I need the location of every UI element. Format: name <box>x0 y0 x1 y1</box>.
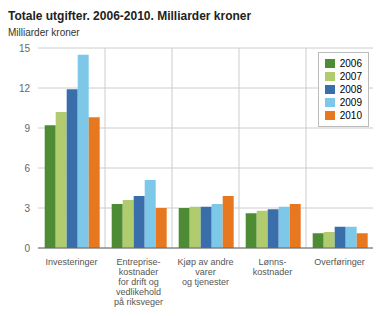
html-text:Totale utgifter. 2006-2010. Mi: Totale utgifter. 2006-2010. Milliarder k… <box>8 9 252 23</box>
svg-text:Kjøp av andrevarerog tjenester: Kjøp av andrevarerog tjenester <box>177 257 233 287</box>
svg-text:0: 0 <box>24 243 30 254</box>
svg-text:9: 9 <box>24 123 30 134</box>
html-text:2008: 2008 <box>339 84 362 95</box>
html-text:2010: 2010 <box>339 110 362 121</box>
svg-text:Entreprise-kostnaderfor drift: Entreprise-kostnaderfor drift ogvedlikeh… <box>114 257 163 307</box>
html-text:2006: 2006 <box>339 58 362 69</box>
svg-text:3: 3 <box>24 203 30 214</box>
svg-text:15: 15 <box>19 43 31 54</box>
svg-text:Investeringer: Investeringer <box>45 257 97 267</box>
svg-text:12: 12 <box>19 83 31 94</box>
html-text:2007: 2007 <box>339 71 362 82</box>
html-text:Milliarder kroner: Milliarder kroner <box>8 27 80 38</box>
svg-text:Lønns-kostnader: Lønns-kostnader <box>253 257 293 277</box>
html-text:2009: 2009 <box>339 97 362 108</box>
svg-text:6: 6 <box>24 163 30 174</box>
svg-text:Overføringer: Overføringer <box>314 257 365 267</box>
